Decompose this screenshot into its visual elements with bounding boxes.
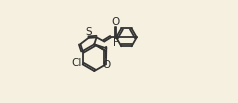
Text: Cl: Cl	[72, 58, 82, 68]
Text: F: F	[113, 38, 119, 48]
Text: S: S	[86, 27, 92, 37]
Text: O: O	[111, 17, 119, 27]
Text: O: O	[103, 60, 111, 70]
